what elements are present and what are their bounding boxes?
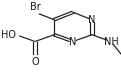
Text: HO: HO	[1, 30, 16, 40]
Text: N: N	[88, 15, 96, 25]
Text: N: N	[69, 36, 77, 47]
Text: Br: Br	[30, 2, 40, 12]
Text: NH: NH	[104, 36, 118, 47]
Text: O: O	[31, 57, 39, 67]
